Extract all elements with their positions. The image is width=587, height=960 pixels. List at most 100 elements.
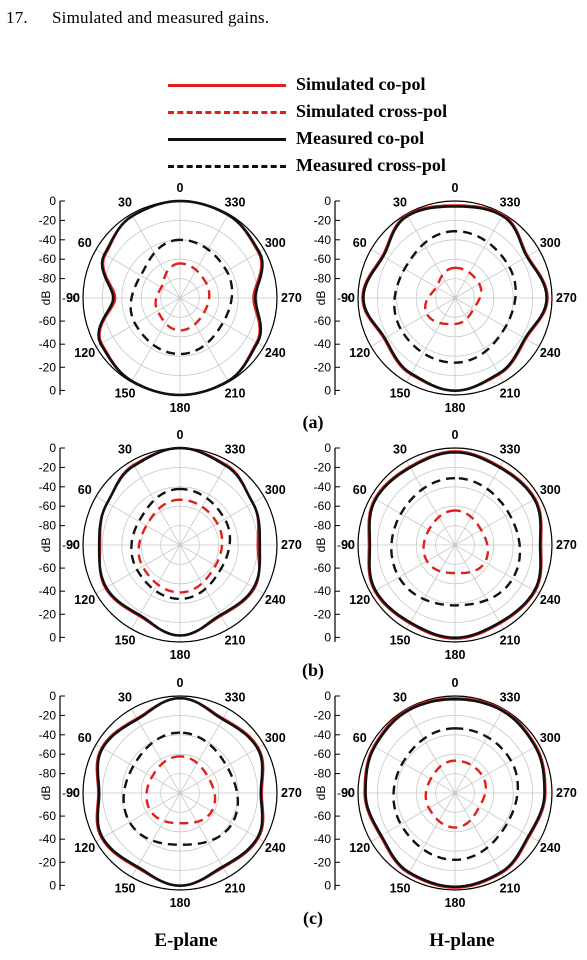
angle-label: 90 <box>66 291 80 305</box>
angle-label: 0 <box>452 181 459 195</box>
grid-spoke <box>370 792 456 842</box>
radial-tick-label: -20 <box>314 708 332 722</box>
angle-label: 330 <box>225 443 246 457</box>
series-measured-co-pol <box>362 205 548 392</box>
legend-item-simulated-cross-pol: Simulated cross-pol <box>160 99 490 123</box>
legend-swatch <box>168 111 286 114</box>
radial-axis-label: dB <box>39 786 53 801</box>
angle-label: 180 <box>445 648 466 662</box>
angle-label: 120 <box>74 593 95 607</box>
figure-number: 17. <box>6 8 28 27</box>
grid-spoke <box>454 249 540 299</box>
angle-label: 210 <box>225 633 246 647</box>
grid-spoke <box>179 249 265 299</box>
angle-label: 90 <box>341 538 355 552</box>
grid-spoke <box>406 708 456 794</box>
grid-spoke <box>179 297 229 383</box>
angle-label: 180 <box>445 896 466 910</box>
radial-axis-label: dB <box>314 786 328 801</box>
radial-tick-label: 0 <box>324 194 331 208</box>
legend: Simulated co-pol Simulated cross-pol Mea… <box>160 72 490 184</box>
radial-axis-label: dB <box>314 291 328 306</box>
radial-tick-label: -20 <box>39 460 57 474</box>
grid-spoke <box>454 213 504 299</box>
angle-label: 60 <box>353 731 367 745</box>
center-tick-label: -90 <box>337 538 355 552</box>
angle-label: 120 <box>349 841 370 855</box>
angle-label: 300 <box>540 236 561 250</box>
angle-label: 30 <box>118 196 132 210</box>
panel-label-b: (b) <box>302 660 324 680</box>
series-measured-co-pol <box>368 451 542 639</box>
radial-tick-label: -20 <box>39 360 57 374</box>
angle-label: 120 <box>74 346 95 360</box>
series-measured-cross-pol <box>392 727 519 861</box>
series-simulated-cross-pol <box>137 498 224 594</box>
angle-label: 60 <box>353 483 367 497</box>
center-tick-label: -90 <box>62 538 80 552</box>
radial-tick-label: -20 <box>39 855 57 869</box>
radial-tick-label: -60 <box>314 747 332 761</box>
radial-tick-label: -40 <box>39 832 57 846</box>
radial-axis-label: dB <box>39 291 53 306</box>
polar-grid <box>357 447 553 643</box>
angle-label: 270 <box>281 538 302 552</box>
grid-spoke <box>95 744 181 794</box>
radial-tick-label: -40 <box>314 480 332 494</box>
radial-tick-label: -60 <box>39 314 57 328</box>
series-measured-cross-pol <box>122 731 240 846</box>
polar-plot-a-h-plane: 0 30 60 120 150 180 210 240 300 330 90 270 0 -20 -40 -6… <box>314 181 577 415</box>
angle-label: 60 <box>78 236 92 250</box>
angle-label: 30 <box>118 691 132 705</box>
polar-grid <box>82 447 278 643</box>
angle-label: 120 <box>349 593 370 607</box>
angle-label: 240 <box>540 593 561 607</box>
angle-label: 0 <box>452 676 459 690</box>
polar-grid <box>357 200 553 396</box>
center-tick-label: -90 <box>337 786 355 800</box>
angle-label: 240 <box>265 346 286 360</box>
center-tick-label: -90 <box>337 291 355 305</box>
legend-swatch <box>168 84 286 87</box>
polar-grid <box>82 695 278 891</box>
grid-spoke <box>406 544 456 630</box>
grid-spoke <box>131 708 181 794</box>
grid-spoke <box>95 496 181 546</box>
grid-spoke <box>95 249 181 299</box>
angle-label: 300 <box>265 483 286 497</box>
radial-tick-label: -60 <box>39 809 57 823</box>
legend-label: Measured co-pol <box>296 128 425 148</box>
radial-tick-label: 0 <box>49 194 56 208</box>
radial-tick-label: 0 <box>49 878 56 892</box>
angle-label: 30 <box>393 196 407 210</box>
radial-tick-label: 0 <box>324 878 331 892</box>
angle-label: 180 <box>445 401 466 415</box>
center-tick-label: -90 <box>62 786 80 800</box>
grid-spoke <box>131 297 181 383</box>
radial-tick-label: -20 <box>314 607 332 621</box>
radial-tick-label: -20 <box>39 708 57 722</box>
polar-plot-a-e-plane: 0 30 60 120 150 180 210 240 300 330 90 270 0 -20 -40 -6… <box>39 181 302 415</box>
series-measured-cross-pol <box>129 238 234 356</box>
grid-spoke <box>179 792 229 878</box>
radial-tick-label: -80 <box>314 767 332 781</box>
h-plane-label: H-plane <box>429 930 495 951</box>
grid-spoke <box>179 496 265 546</box>
radial-tick-label: 0 <box>49 383 56 397</box>
series-simulated-cross-pol <box>145 755 217 825</box>
angle-label: 300 <box>265 731 286 745</box>
series-measured-co-pol <box>97 199 264 397</box>
angle-label: 180 <box>170 648 191 662</box>
grid-spoke <box>454 496 540 546</box>
radial-tick-label: 0 <box>49 689 56 703</box>
angle-label: 330 <box>500 443 521 457</box>
grid-spoke <box>454 792 504 878</box>
angle-label: 90 <box>341 291 355 305</box>
legend-item-simulated-co-pol: Simulated co-pol <box>160 72 490 96</box>
radial-tick-label: -40 <box>314 832 332 846</box>
radial-tick-label: -80 <box>39 272 57 286</box>
angle-label: 90 <box>66 538 80 552</box>
angle-label: 240 <box>265 841 286 855</box>
grid-spoke <box>95 297 181 347</box>
radial-tick-label: -20 <box>314 460 332 474</box>
